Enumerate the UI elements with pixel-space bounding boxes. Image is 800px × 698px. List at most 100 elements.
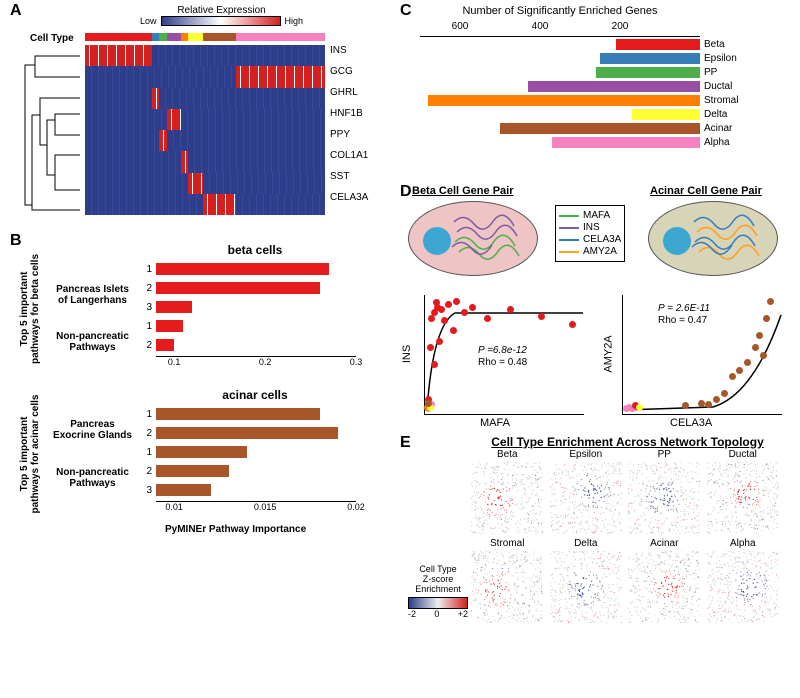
heatmap-row [85, 130, 325, 151]
beta-rho: Rho = 0.48 [478, 357, 527, 368]
celltype-axis-label: Cell Type [30, 33, 74, 44]
celltype-segment [203, 33, 237, 41]
bar-row: 2 [140, 280, 370, 296]
heatmap-row [85, 194, 325, 215]
bar-row: 2 [140, 463, 370, 479]
network-cell: Delta [549, 538, 624, 623]
scatter-point [427, 344, 434, 351]
hbar-label: Delta [704, 109, 727, 120]
network-label: Stromal [470, 538, 545, 549]
scatter-point [436, 338, 443, 345]
hbar-row: Stromal [428, 94, 790, 107]
gene-legend-item: MAFA [559, 210, 621, 221]
bar-chart-title: beta cells [140, 243, 370, 257]
scatter-point [469, 304, 476, 311]
hbar-bar [428, 95, 700, 106]
gene-legend-name: CELA3A [583, 234, 621, 245]
hbar-bar [600, 53, 700, 64]
hbar-row: Acinar [500, 122, 790, 135]
bar [156, 427, 338, 439]
celltype-segment [167, 33, 181, 41]
bar-row: 1 [140, 444, 370, 460]
hbar-row: Beta [616, 38, 790, 51]
scatter-point [636, 404, 643, 411]
gene-legend-line [559, 215, 579, 217]
hbar-bar [632, 109, 700, 120]
gene-legend: MAFAINSCELA3AAMY2A [555, 205, 625, 262]
hbar-row: Delta [632, 108, 790, 121]
acinar-rho: Rho = 0.47 [658, 315, 707, 326]
bar-row: 3 [140, 482, 370, 498]
scatter-point [450, 327, 457, 334]
bar-section-label: Non-pancreatic Pathways [50, 331, 135, 353]
bar-row: 2 [140, 425, 370, 441]
nucleus-icon [423, 227, 451, 255]
hbar-bar [616, 39, 700, 50]
gene-label: SST [330, 171, 349, 182]
network-cell: Acinar [627, 538, 702, 623]
bar [156, 263, 329, 275]
acinar-pair-title: Acinar Cell Gene Pair [650, 185, 762, 197]
acinar-p: P = 2.6E-11 [658, 303, 710, 314]
bar [156, 408, 320, 420]
scatter-point [729, 373, 736, 380]
network-image [707, 551, 779, 623]
gene-legend-name: MAFA [583, 210, 610, 221]
bar [156, 446, 247, 458]
bar-index: 2 [140, 283, 152, 294]
gene-legend-line [559, 251, 579, 253]
network-label: Delta [549, 538, 624, 549]
scatter-point [698, 400, 705, 407]
hbar-bar [596, 67, 700, 78]
celltype-color-bar [85, 33, 325, 41]
bar [156, 484, 211, 496]
panel-e-title: Cell Type Enrichment Across Network Topo… [465, 435, 790, 449]
scatter-point [736, 367, 743, 374]
gene-label: GHRL [330, 87, 358, 98]
hbar-label: PP [704, 67, 717, 78]
celltype-segment [159, 33, 166, 41]
legend-title: Relative Expression [140, 5, 303, 16]
network-image [471, 462, 543, 534]
heatmap-row [85, 45, 325, 66]
zscore-tick: -2 [408, 609, 416, 619]
bar-axis: 0.10.20.3 [156, 356, 356, 372]
bar-tick: 0.2 [259, 357, 272, 367]
bar-tick: 0.3 [350, 357, 363, 367]
zscore-legend: Cell TypeZ-scoreEnrichment -2 0 +2 [408, 565, 468, 619]
panel-d: Beta Cell Gene Pair Acinar Cell Gene Pai… [400, 185, 790, 425]
gene-legend-item: INS [559, 222, 621, 233]
scatter-point [484, 315, 491, 322]
celltype-segment [85, 33, 152, 41]
scatter-point [441, 317, 448, 324]
scatter-point [721, 390, 728, 397]
hbar-row: Ductal [528, 80, 790, 93]
celltype-segment [152, 33, 159, 41]
beta-pair-title: Beta Cell Gene Pair [412, 185, 514, 197]
legend-high: High [285, 16, 304, 26]
bar-index: 1 [140, 264, 152, 275]
bar-axis: 0.010.0150.02 [156, 501, 356, 517]
bar [156, 339, 174, 351]
hbar-tick: 400 [532, 21, 549, 32]
network-label: Alpha [706, 538, 781, 549]
hbar-label: Alpha [704, 137, 730, 148]
bar [156, 465, 229, 477]
bar-section-label: Non-pancreatic Pathways [50, 467, 135, 489]
gene-legend-name: INS [583, 222, 600, 233]
gene-legend-name: AMY2A [583, 246, 617, 257]
network-label: Ductal [706, 449, 781, 460]
network-image [628, 462, 700, 534]
legend-gradient [161, 16, 281, 26]
gene-label: HNF1B [330, 108, 363, 119]
network-label: Acinar [627, 538, 702, 549]
bar-index: 1 [140, 409, 152, 420]
bar-chart: acinar cells121230.010.0150.02 [140, 388, 370, 517]
panel-c-axis: 600400200 [420, 19, 700, 37]
bar-chart: beta cells123120.10.20.3 [140, 243, 370, 372]
hbar-bar [528, 81, 700, 92]
network-image [550, 462, 622, 534]
network-label: Beta [470, 449, 545, 460]
bar-index: 1 [140, 447, 152, 458]
hbar-row: Epsilon [600, 52, 790, 65]
